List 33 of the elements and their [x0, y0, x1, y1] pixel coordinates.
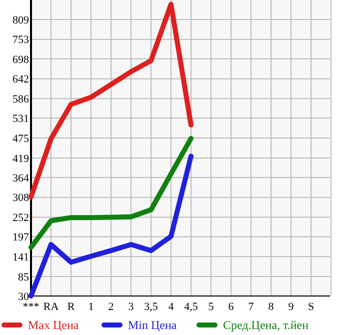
- y-tick-label: 197: [12, 232, 30, 244]
- y-tick-label: 364: [12, 172, 30, 184]
- y-tick-label: 809: [12, 14, 30, 26]
- y-tick-label: 531: [12, 113, 29, 126]
- y-tick-label: 475: [12, 132, 30, 145]
- x-tick-label: 8: [268, 301, 274, 313]
- y-tick-label: 642: [12, 74, 29, 86]
- x-tick-label: 9: [288, 301, 294, 313]
- x-tick-label: RA: [43, 301, 59, 313]
- x-tick-label: S: [308, 301, 314, 313]
- x-tick-label: 6: [228, 301, 234, 313]
- y-tick-label: 586: [12, 94, 30, 106]
- y-tick-label: 30: [18, 290, 30, 303]
- y-tick-label: 419: [12, 152, 30, 165]
- x-tick-label: 4,5: [184, 301, 198, 313]
- x-tick-label: 7: [248, 301, 254, 313]
- y-tick-label: 85: [18, 271, 30, 284]
- x-tick-label: ***: [22, 301, 40, 313]
- x-tick-label: 2: [108, 301, 114, 313]
- y-tick-label: 308: [12, 192, 30, 204]
- x-tick-label: 3: [128, 301, 134, 313]
- x-tick-label: 4: [168, 301, 174, 313]
- legend-label: Min Цена: [128, 318, 178, 332]
- y-tick-label: 698: [12, 54, 30, 66]
- legend-label: Сред.Цена, т.йен: [223, 318, 310, 332]
- y-tick-label: 141: [12, 251, 29, 264]
- y-tick-label: 753: [12, 34, 30, 46]
- x-tick-label: 1: [88, 301, 94, 313]
- x-tick-label: R: [67, 301, 76, 313]
- x-tick-label: 5: [208, 301, 214, 313]
- x-tick-label: 3,5: [144, 301, 158, 313]
- y-tick-label: 252: [12, 212, 29, 224]
- legend-label: Max Цена: [28, 318, 80, 332]
